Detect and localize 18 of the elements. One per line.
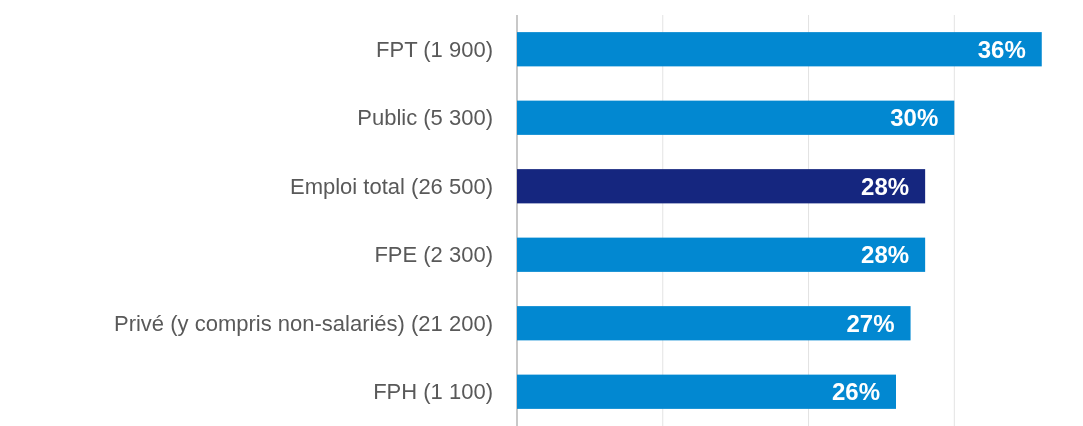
data-label: 28% bbox=[861, 241, 910, 269]
bar bbox=[517, 100, 955, 135]
bar bbox=[517, 169, 926, 204]
y-tick-label: FPE (2 300) bbox=[374, 242, 493, 268]
data-label: 28% bbox=[861, 172, 910, 200]
data-label: 27% bbox=[846, 309, 895, 337]
bar bbox=[517, 374, 896, 409]
data-label: 30% bbox=[890, 104, 939, 132]
y-tick-label: FPT (1 900) bbox=[376, 36, 493, 62]
y-tick-label: Privé (y compris non-salariés) (21 200) bbox=[113, 310, 493, 336]
bar bbox=[517, 306, 911, 341]
data-label: 26% bbox=[831, 378, 880, 406]
data-label: 36% bbox=[977, 35, 1026, 63]
y-tick-label: Public (5 300) bbox=[357, 105, 493, 131]
bar bbox=[517, 32, 1042, 67]
y-tick-label: FPH (1 100) bbox=[373, 379, 493, 405]
bar bbox=[517, 237, 926, 272]
y-tick-label: Emploi total (26 500) bbox=[290, 173, 493, 199]
